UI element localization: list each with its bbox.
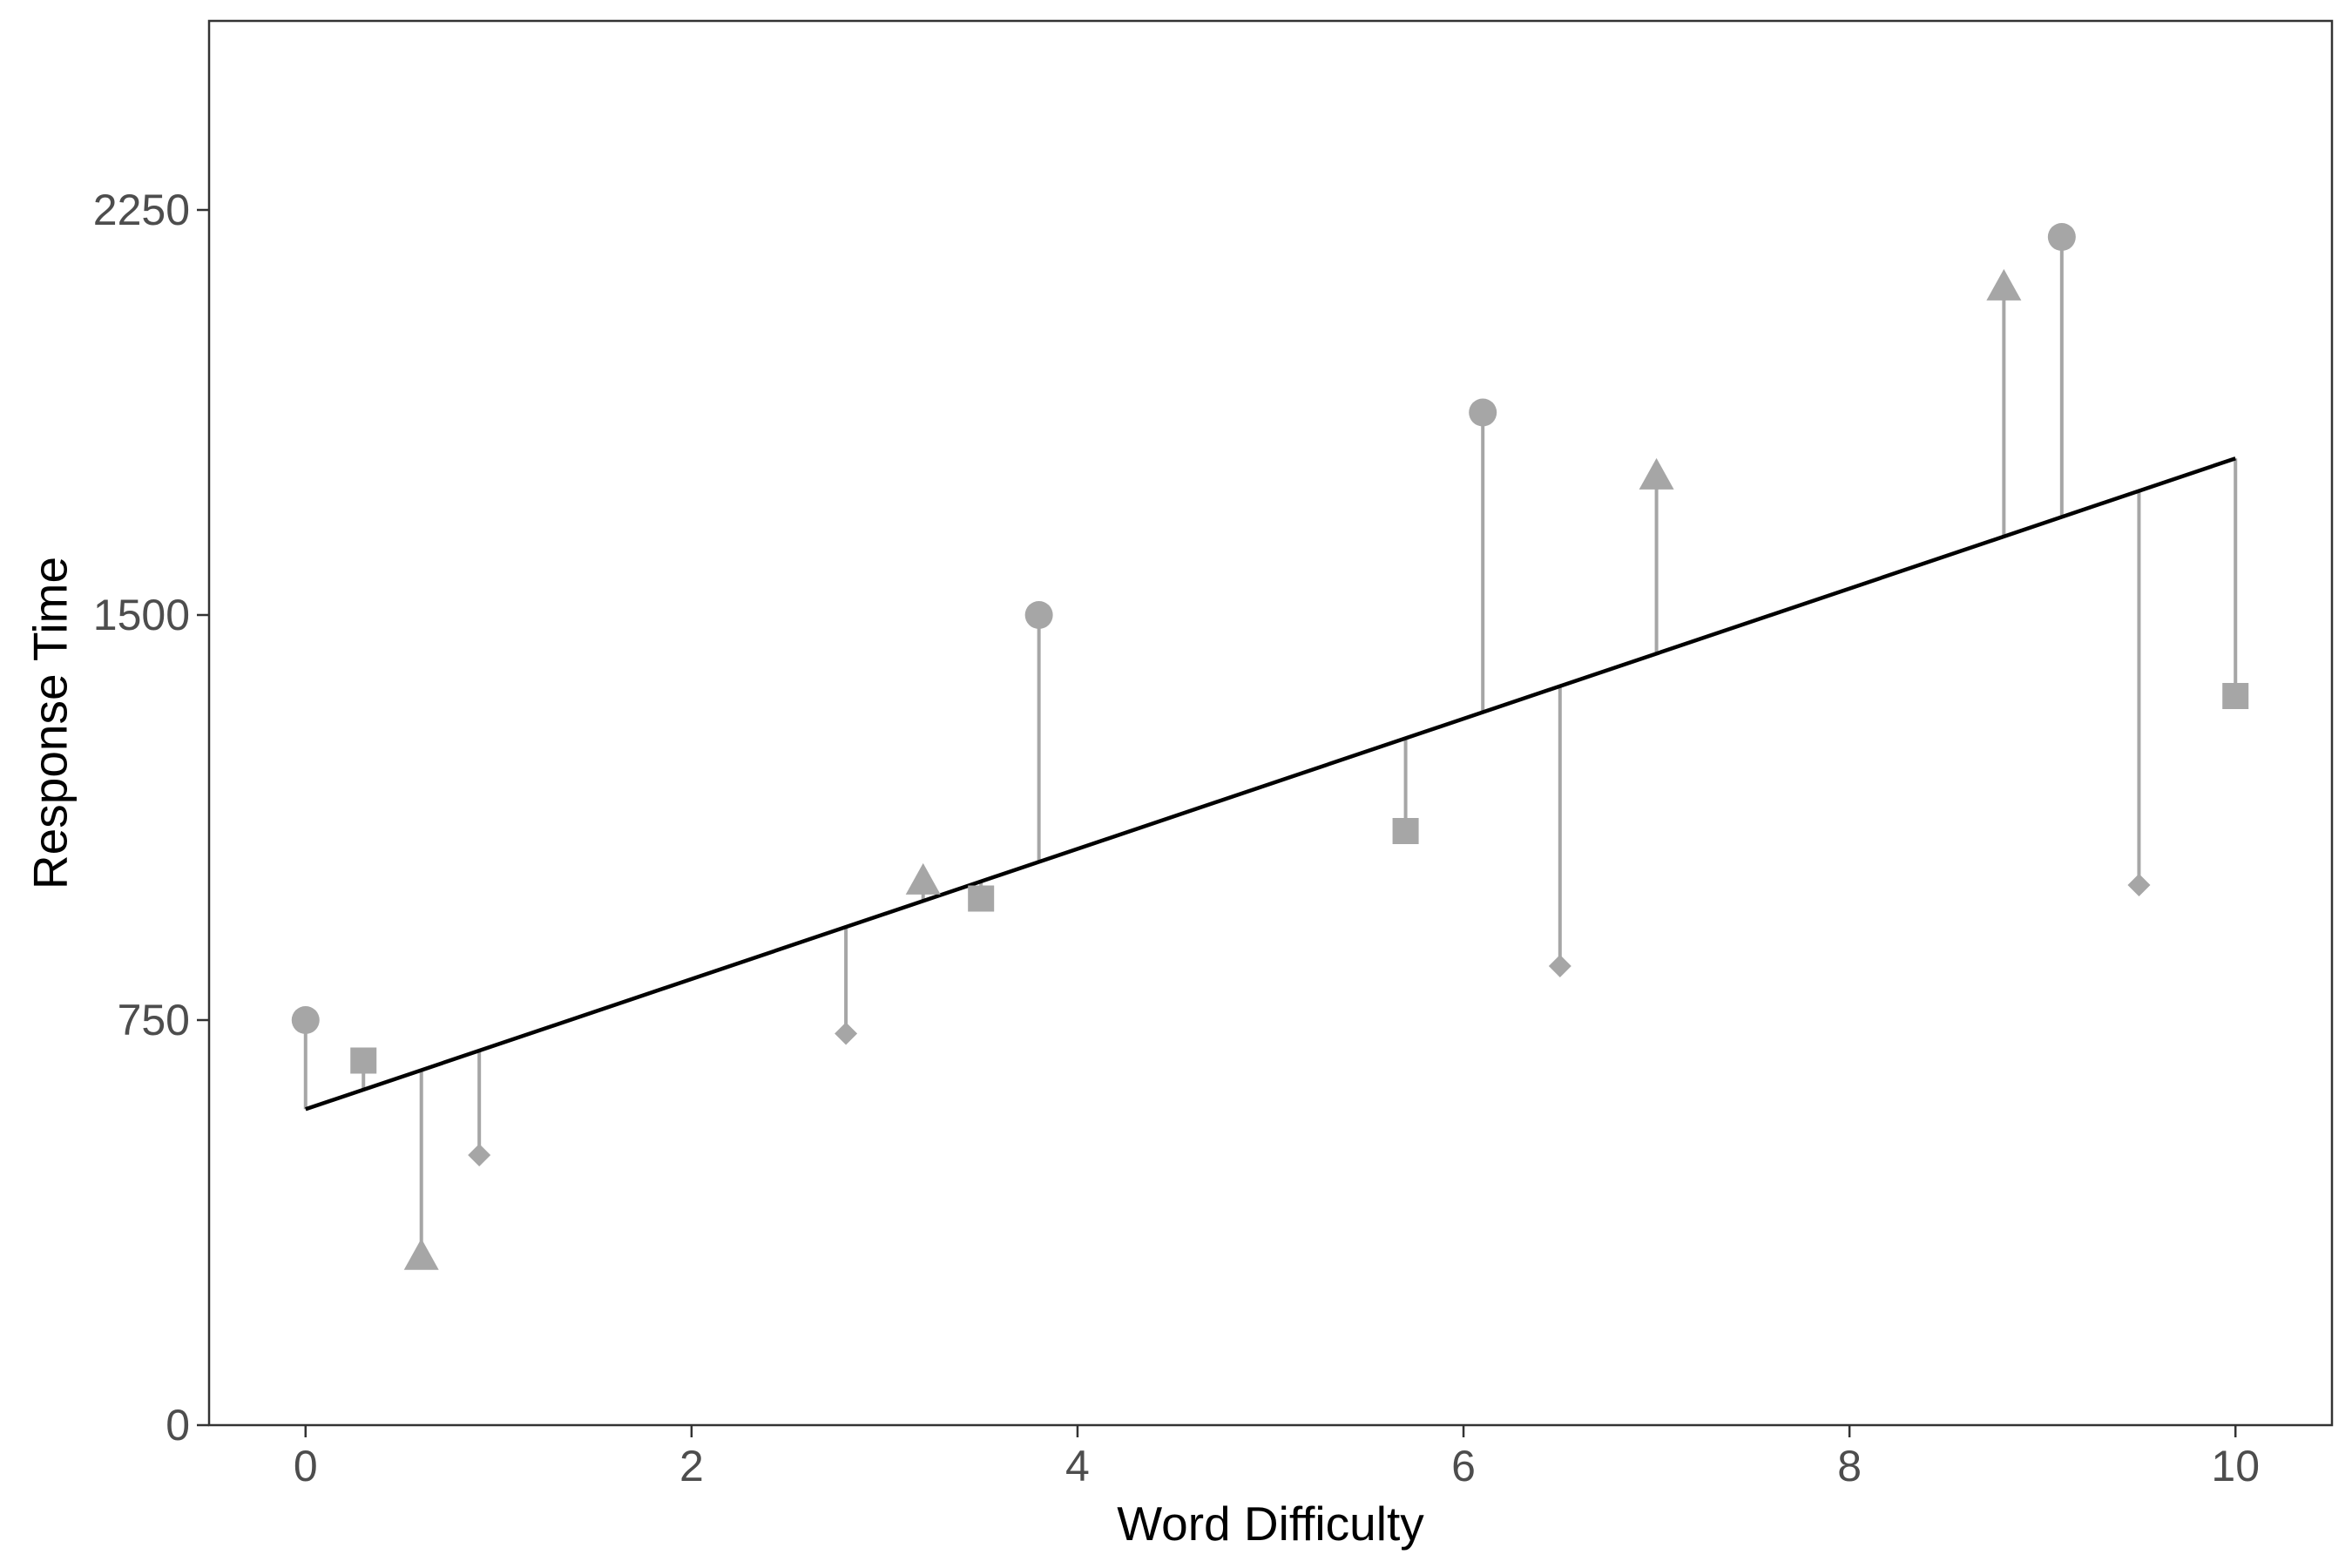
x-tick-label: 2 bbox=[679, 1442, 704, 1490]
data-point-circle bbox=[1469, 398, 1497, 427]
data-point-diamond bbox=[2127, 874, 2151, 896]
data-point-square bbox=[1392, 818, 1419, 844]
x-tick-label: 0 bbox=[294, 1442, 318, 1490]
x-tick-label: 6 bbox=[1451, 1442, 1476, 1490]
y-axis-title: Response Time bbox=[24, 557, 78, 889]
data-point-diamond bbox=[1548, 955, 1571, 977]
y-tick-label: 2250 bbox=[93, 186, 190, 234]
data-point-triangle bbox=[403, 1238, 439, 1270]
x-axis: 0 2 4 6 8 10 bbox=[294, 1425, 2260, 1490]
data-point-square bbox=[2222, 683, 2249, 709]
regression-line-group bbox=[305, 456, 2236, 1112]
data-point-triangle bbox=[1639, 457, 1674, 490]
data-point-square bbox=[968, 885, 995, 912]
data-point-circle bbox=[291, 1006, 320, 1034]
data-point-diamond bbox=[468, 1144, 491, 1166]
data-point-triangle bbox=[905, 862, 941, 895]
data-point-circle bbox=[1024, 601, 1053, 629]
x-tick-label: 8 bbox=[1837, 1442, 1862, 1490]
data-point-circle bbox=[2047, 223, 2076, 251]
data-point-triangle bbox=[1986, 268, 2022, 301]
x-axis-title: Word Difficulty bbox=[1117, 1497, 1424, 1551]
y-tick-label: 0 bbox=[166, 1401, 190, 1450]
regression-line bbox=[305, 456, 2236, 1112]
y-tick-label: 750 bbox=[118, 996, 190, 1044]
data-point-diamond bbox=[835, 1022, 858, 1045]
residual-lines bbox=[303, 237, 2238, 1258]
x-tick-label: 4 bbox=[1065, 1442, 1090, 1490]
y-tick-label: 1500 bbox=[93, 591, 190, 639]
x-tick-label: 10 bbox=[2211, 1442, 2260, 1490]
plot-panel-border bbox=[207, 19, 2334, 1427]
y-axis: 0 750 1500 2250 bbox=[93, 186, 209, 1450]
data-point-square bbox=[350, 1047, 377, 1074]
data-points bbox=[291, 223, 2249, 1270]
